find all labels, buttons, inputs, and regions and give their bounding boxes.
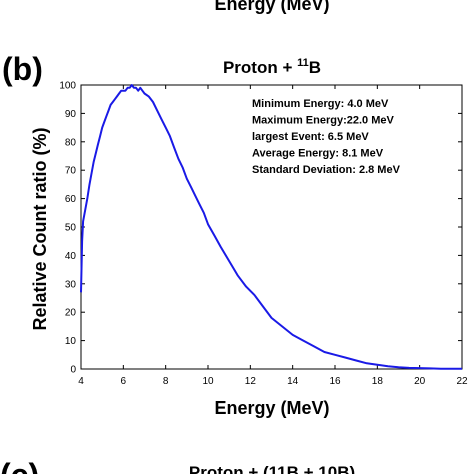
y-tick-label: 70 [65, 166, 77, 177]
panel-c-label: (c) [0, 457, 39, 474]
annotation-line: Maximum Energy:22.0 MeV [252, 115, 394, 127]
x-tick-label: 10 [202, 376, 214, 387]
chart-title: Proton + 11B [223, 57, 321, 77]
x-tick-label: 8 [163, 376, 169, 387]
chart-title-suffix: B [309, 58, 321, 77]
y-tick-label: 80 [65, 137, 77, 148]
y-tick-label: 60 [65, 194, 77, 205]
x-tick-label: 12 [245, 376, 257, 387]
tick-labels: 4 6 8 10 12 14 16 18 20 22 0 10 20 30 40 50 60 70 80 90 100 [59, 81, 468, 388]
y-tick-label: 20 [65, 308, 77, 319]
x-tick-label: 4 [78, 376, 84, 387]
y-tick-label: 0 [70, 365, 76, 376]
x-tick-label: 16 [329, 376, 341, 387]
y-tick-label: 40 [65, 251, 77, 262]
y-tick-label: 10 [65, 336, 77, 347]
annotation-line: Minimum Energy: 4.0 MeV [252, 98, 389, 110]
x-tick-label: 6 [121, 376, 127, 387]
series-line [80, 84, 462, 370]
x-tick-label: 20 [414, 376, 426, 387]
plot-area [80, 84, 463, 370]
annotation-line: largest Event: 6.5 MeV [252, 131, 369, 143]
x-tick-label: 18 [372, 376, 384, 387]
annotation-line: Standard Deviation: 2.8 MeV [252, 164, 401, 176]
y-tick-label: 30 [65, 279, 77, 290]
stats-annotation: Minimum Energy: 4.0 MeV Maximum Energy:22… [252, 98, 401, 176]
annotation-line: Average Energy: 8.1 MeV [252, 148, 384, 160]
y-tick-label: 50 [65, 223, 77, 234]
axis-ticks [80, 84, 463, 370]
top-cut-axis-label: Energy (MeV) [214, 0, 329, 14]
x-tick-label: 22 [456, 376, 468, 387]
y-tick-label: 90 [65, 109, 77, 120]
chart-title-superscript: 11 [297, 57, 309, 69]
x-tick-label: 14 [287, 376, 299, 387]
x-axis-label: Energy (MeV) [214, 398, 329, 418]
y-axis-label: Relative Count ratio (%) [30, 127, 50, 330]
panel-b-label: (b) [2, 51, 43, 87]
chart-title-prefix: Proton + [223, 58, 297, 77]
panel-c-title: Proton + (11B + 10B) [189, 463, 355, 474]
y-tick-label: 100 [59, 81, 76, 92]
